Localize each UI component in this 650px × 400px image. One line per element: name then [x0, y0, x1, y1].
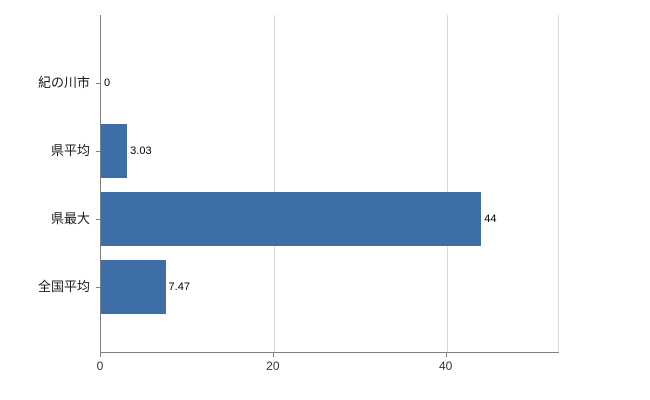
y-axis-category-label-3: 全国平均: [37, 279, 90, 294]
bar-1: [101, 124, 128, 178]
bar-2: [101, 192, 482, 246]
x-axis-tick-label-0: 0: [96, 359, 104, 373]
y-axis-tick-0: [96, 83, 100, 84]
bar-value-label-3: 7.47: [168, 281, 190, 293]
bar-value-label-1: 3.03: [130, 145, 152, 157]
bar-value-label-0: 0: [104, 77, 111, 89]
y-axis-category-label-0: 紀の川市: [37, 75, 90, 90]
y-axis-tick-1: [96, 151, 100, 152]
gridline-right-border: [558, 15, 559, 352]
gridline-x-40: [446, 15, 448, 352]
x-axis-tick-0: [100, 353, 101, 357]
y-axis-category-label-2: 県最大: [50, 211, 90, 226]
bar-3: [101, 260, 166, 314]
x-axis-tick-40: [445, 353, 447, 357]
x-axis-tick-label-40: 40: [438, 359, 453, 373]
x-axis-tick-label-20: 20: [266, 359, 280, 373]
y-axis-category-label-1: 県平均: [50, 143, 90, 158]
plot-area: 0 3.03 44 7.47: [100, 15, 559, 353]
x-axis-tick-20: [272, 353, 274, 357]
bar-value-label-2: 44: [484, 213, 497, 225]
gridline-x-20: [273, 15, 275, 352]
y-axis-tick-2: [96, 219, 100, 220]
y-axis-tick-3: [96, 287, 100, 288]
